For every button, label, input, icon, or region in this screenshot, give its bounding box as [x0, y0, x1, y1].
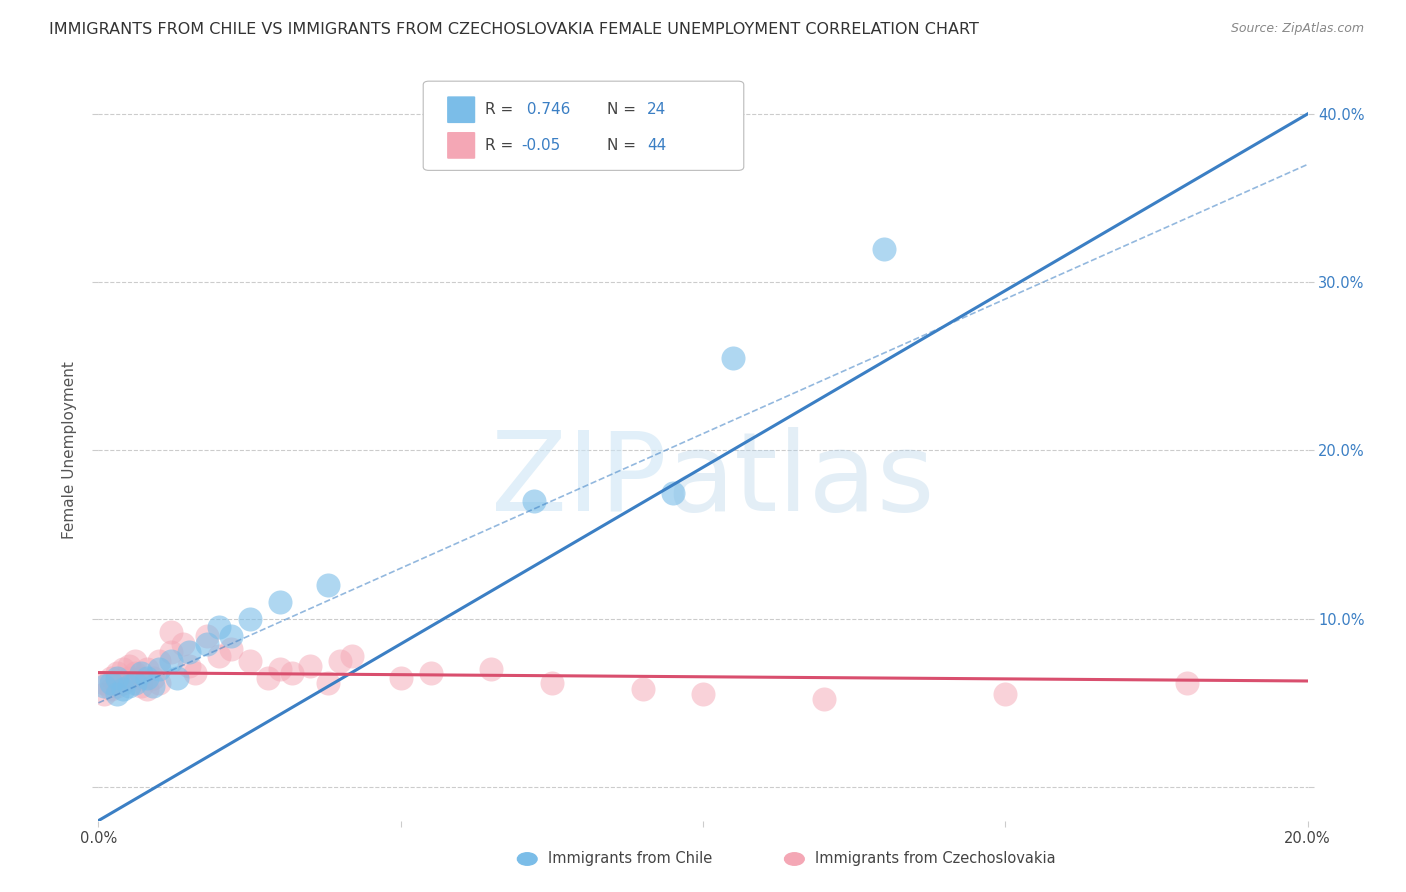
- Point: [873, 242, 896, 256]
- Y-axis label: Female Unemployment: Female Unemployment: [62, 361, 77, 540]
- Point: [172, 637, 194, 651]
- Text: atlas: atlas: [666, 426, 935, 533]
- Text: 24: 24: [647, 103, 666, 117]
- Point: [105, 688, 128, 702]
- Point: [93, 675, 115, 690]
- Point: [221, 642, 243, 657]
- Point: [281, 665, 304, 680]
- Point: [813, 692, 835, 706]
- Text: Immigrants from Czechoslovakia: Immigrants from Czechoslovakia: [815, 852, 1056, 866]
- Point: [994, 688, 1017, 702]
- Text: ZIP: ZIP: [491, 426, 666, 533]
- Text: R =: R =: [485, 138, 519, 153]
- Point: [1175, 675, 1198, 690]
- Point: [124, 654, 146, 668]
- Point: [329, 654, 352, 668]
- Point: [269, 662, 291, 676]
- Text: Immigrants from Chile: Immigrants from Chile: [548, 852, 713, 866]
- Text: -0.05: -0.05: [522, 138, 561, 153]
- Point: [129, 679, 152, 693]
- Point: [208, 620, 231, 634]
- Point: [93, 688, 115, 702]
- Point: [148, 675, 170, 690]
- Point: [118, 658, 141, 673]
- Point: [100, 671, 122, 685]
- Point: [184, 665, 207, 680]
- Point: [111, 662, 134, 676]
- Text: 44: 44: [647, 138, 666, 153]
- Point: [160, 645, 183, 659]
- Point: [111, 675, 134, 690]
- Point: [105, 671, 128, 685]
- Point: [160, 625, 183, 640]
- Point: [195, 628, 218, 642]
- Point: [129, 665, 152, 680]
- Point: [129, 671, 152, 685]
- Point: [135, 671, 157, 685]
- Point: [148, 662, 170, 676]
- Point: [142, 679, 165, 693]
- Point: [105, 679, 128, 693]
- Point: [124, 675, 146, 690]
- Point: [256, 671, 278, 685]
- Point: [389, 671, 412, 685]
- Point: [111, 682, 134, 697]
- Text: R =: R =: [485, 103, 519, 117]
- Point: [100, 682, 122, 697]
- Point: [160, 654, 183, 668]
- Point: [221, 628, 243, 642]
- Point: [723, 351, 745, 365]
- Text: Source: ZipAtlas.com: Source: ZipAtlas.com: [1230, 22, 1364, 36]
- Point: [105, 665, 128, 680]
- Point: [692, 688, 714, 702]
- Point: [661, 485, 683, 500]
- Point: [269, 595, 291, 609]
- Point: [135, 662, 157, 676]
- Point: [420, 665, 443, 680]
- Point: [523, 494, 546, 508]
- Point: [195, 637, 218, 651]
- Point: [118, 679, 141, 693]
- Point: [135, 682, 157, 697]
- Point: [481, 662, 503, 676]
- Point: [142, 671, 165, 685]
- Text: IMMIGRANTS FROM CHILE VS IMMIGRANTS FROM CZECHOSLOVAKIA FEMALE UNEMPLOYMENT CORR: IMMIGRANTS FROM CHILE VS IMMIGRANTS FROM…: [49, 22, 979, 37]
- Point: [208, 648, 231, 663]
- Point: [299, 658, 322, 673]
- Point: [166, 671, 188, 685]
- Point: [179, 658, 201, 673]
- Text: 0.746: 0.746: [522, 103, 569, 117]
- Point: [540, 675, 562, 690]
- Point: [179, 645, 201, 659]
- Point: [93, 679, 115, 693]
- Point: [342, 648, 364, 663]
- Point: [239, 654, 262, 668]
- Text: N =: N =: [607, 103, 641, 117]
- Point: [124, 665, 146, 680]
- Point: [100, 675, 122, 690]
- Point: [631, 682, 654, 697]
- Point: [316, 578, 339, 592]
- Point: [148, 654, 170, 668]
- Point: [239, 612, 262, 626]
- Text: N =: N =: [607, 138, 641, 153]
- Point: [118, 671, 141, 685]
- Point: [316, 675, 339, 690]
